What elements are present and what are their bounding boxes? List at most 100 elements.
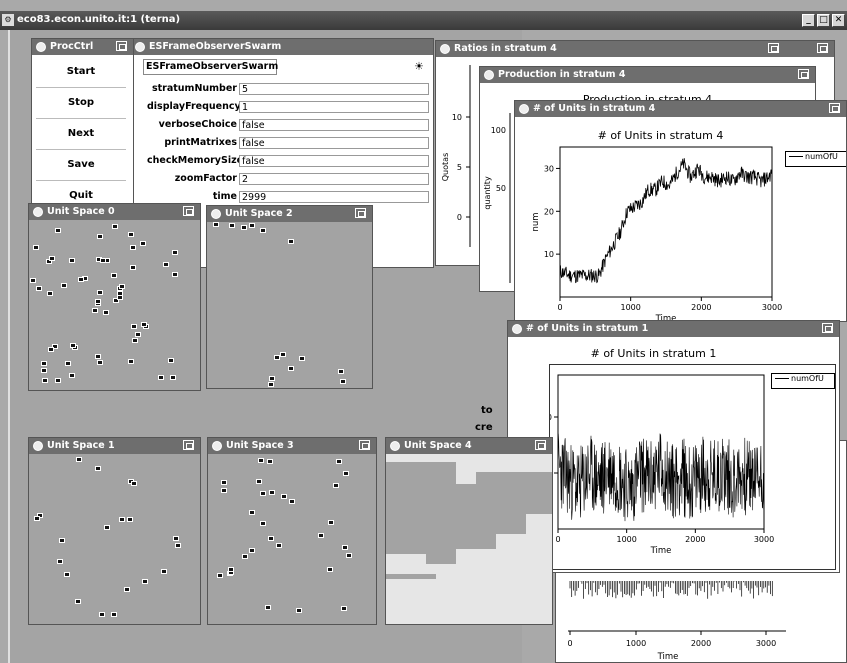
units4-titlebar[interactable]: # of Units in stratum 4 (515, 101, 846, 117)
window-menu-icon[interactable] (512, 324, 522, 334)
window-menu-icon[interactable] (390, 441, 400, 451)
unit-space-1-window[interactable]: Unit Space 1 (28, 437, 201, 625)
unit-space-grid[interactable] (29, 220, 200, 390)
bg-xtick: 3000 (756, 639, 776, 648)
production-ytick: 50 (496, 184, 506, 193)
ratios-ytick: 5 (457, 163, 462, 172)
inspect-icon[interactable]: ☀ (414, 60, 424, 73)
agent-marker (74, 599, 81, 605)
observer-class-field[interactable]: ESFrameObserverSwarm (143, 59, 278, 75)
agent-marker (335, 458, 342, 464)
window-menu-icon[interactable] (440, 44, 450, 54)
window-menu-icon[interactable] (135, 42, 145, 52)
unit-space-titlebar[interactable]: Unit Space 2 (207, 206, 372, 222)
window-menu-icon[interactable] (212, 441, 222, 451)
window-menu-icon[interactable] (519, 104, 529, 114)
agent-marker (228, 223, 235, 229)
maximize-icon[interactable] (817, 43, 828, 53)
close-icon[interactable]: ✕ (832, 14, 845, 27)
agent-marker (249, 547, 256, 553)
agent-marker (276, 542, 283, 548)
unit-space-titlebar[interactable]: Unit Space 3 (208, 438, 376, 454)
maximize-icon[interactable] (829, 103, 840, 113)
window-menu-icon[interactable] (36, 42, 46, 52)
background-text: to (481, 405, 493, 416)
start-button[interactable]: Start (36, 57, 126, 88)
agent-marker (40, 368, 47, 374)
window-menu-icon[interactable] (484, 70, 494, 80)
stop-button[interactable]: Stop (36, 88, 126, 119)
procctrl-titlebar[interactable]: ProcCtrl (32, 39, 133, 55)
agent-marker (129, 245, 136, 251)
property-value-field[interactable]: false (239, 137, 429, 149)
unit-space-4-window[interactable]: Unit Space 4 (385, 437, 553, 625)
ratios-ytick: 10 (452, 113, 462, 122)
minimize-icon[interactable]: _ (802, 14, 815, 27)
agent-marker (265, 605, 272, 611)
window-menu-icon[interactable] (33, 207, 43, 217)
observer-titlebar[interactable]: ESFrameObserverSwarm (131, 39, 433, 55)
units1-titlebar[interactable]: # of Units in stratum 1 (508, 321, 839, 337)
agent-marker (280, 352, 287, 358)
ratios-titlebar[interactable]: Ratios in stratum 4 (436, 41, 834, 57)
maximize-icon[interactable]: □ (817, 14, 830, 27)
unit-space-grid[interactable] (207, 222, 372, 388)
maximize-icon[interactable] (535, 440, 546, 450)
unit-space-titlebar[interactable]: Unit Space 4 (386, 438, 552, 454)
agent-marker (317, 532, 324, 538)
unit-space-2-window[interactable]: Unit Space 2 (206, 205, 373, 389)
property-value-field[interactable]: 2 (239, 173, 429, 185)
unit-space-3-window[interactable]: Unit Space 3 (207, 437, 377, 625)
agent-marker (172, 536, 179, 542)
main-window-titlebar[interactable]: ⚙ eco83.econ.unito.it:1 (terna) _ □ ✕ (0, 11, 847, 30)
property-value-field[interactable]: 1 (239, 101, 429, 113)
maximize-icon[interactable] (822, 323, 833, 333)
units1-chart: 01000200030006080Time (550, 374, 774, 556)
quit-button[interactable]: Quit (36, 181, 126, 205)
app-icon: ⚙ (2, 14, 14, 26)
unit-space-0-window[interactable]: Unit Space 0 (28, 203, 201, 391)
ratios-title: Ratios in stratum 4 (454, 43, 557, 54)
agent-marker (110, 612, 117, 618)
window-menu-icon[interactable] (33, 441, 43, 451)
agent-marker (52, 343, 59, 349)
agent-marker (47, 291, 54, 297)
production-titlebar[interactable]: Production in stratum 4 (480, 67, 815, 83)
agent-marker (96, 234, 103, 240)
maximize-icon[interactable] (183, 206, 194, 216)
maximize-icon[interactable] (768, 43, 779, 53)
agent-marker (49, 255, 56, 261)
save-button[interactable]: Save (36, 150, 126, 181)
maximize-icon[interactable] (359, 440, 370, 450)
agent-marker (342, 544, 349, 550)
next-button[interactable]: Next (36, 119, 126, 150)
maximize-icon[interactable] (798, 69, 809, 79)
agent-marker (296, 608, 303, 614)
property-value-field[interactable]: false (239, 119, 429, 131)
unit-space-titlebar[interactable]: Unit Space 1 (29, 438, 200, 454)
unit-space-titlebar[interactable]: Unit Space 0 (29, 204, 200, 220)
property-value-field[interactable]: 5 (239, 83, 429, 95)
bg-xlabel: Time (657, 652, 679, 662)
agent-marker (141, 322, 148, 328)
agent-marker (46, 259, 53, 265)
property-row: displayFrequency 1 (133, 101, 429, 115)
maximize-icon[interactable] (116, 41, 127, 51)
agent-marker (102, 309, 109, 315)
agent-marker (326, 567, 333, 573)
units-stratum4-window[interactable]: # of Units in stratum 4 # of Units in st… (514, 100, 847, 322)
bg-xtick: 2000 (691, 639, 711, 648)
unit-space-grid[interactable] (386, 454, 552, 624)
maximize-icon[interactable] (183, 440, 194, 450)
property-value-field[interactable]: 2999 (239, 191, 429, 203)
maximize-icon[interactable] (355, 208, 366, 218)
unit-space-grid[interactable] (208, 454, 376, 624)
agent-marker (118, 517, 125, 523)
agent-marker (111, 272, 118, 278)
unit-space-grid[interactable] (29, 454, 200, 624)
window-menu-icon[interactable] (211, 209, 221, 219)
procctrl-window[interactable]: ProcCtrl Start Stop Next Save Quit (31, 38, 134, 206)
property-value-field[interactable]: false (239, 155, 429, 167)
agent-marker (63, 572, 70, 578)
production-ytick: 100 (491, 126, 506, 135)
